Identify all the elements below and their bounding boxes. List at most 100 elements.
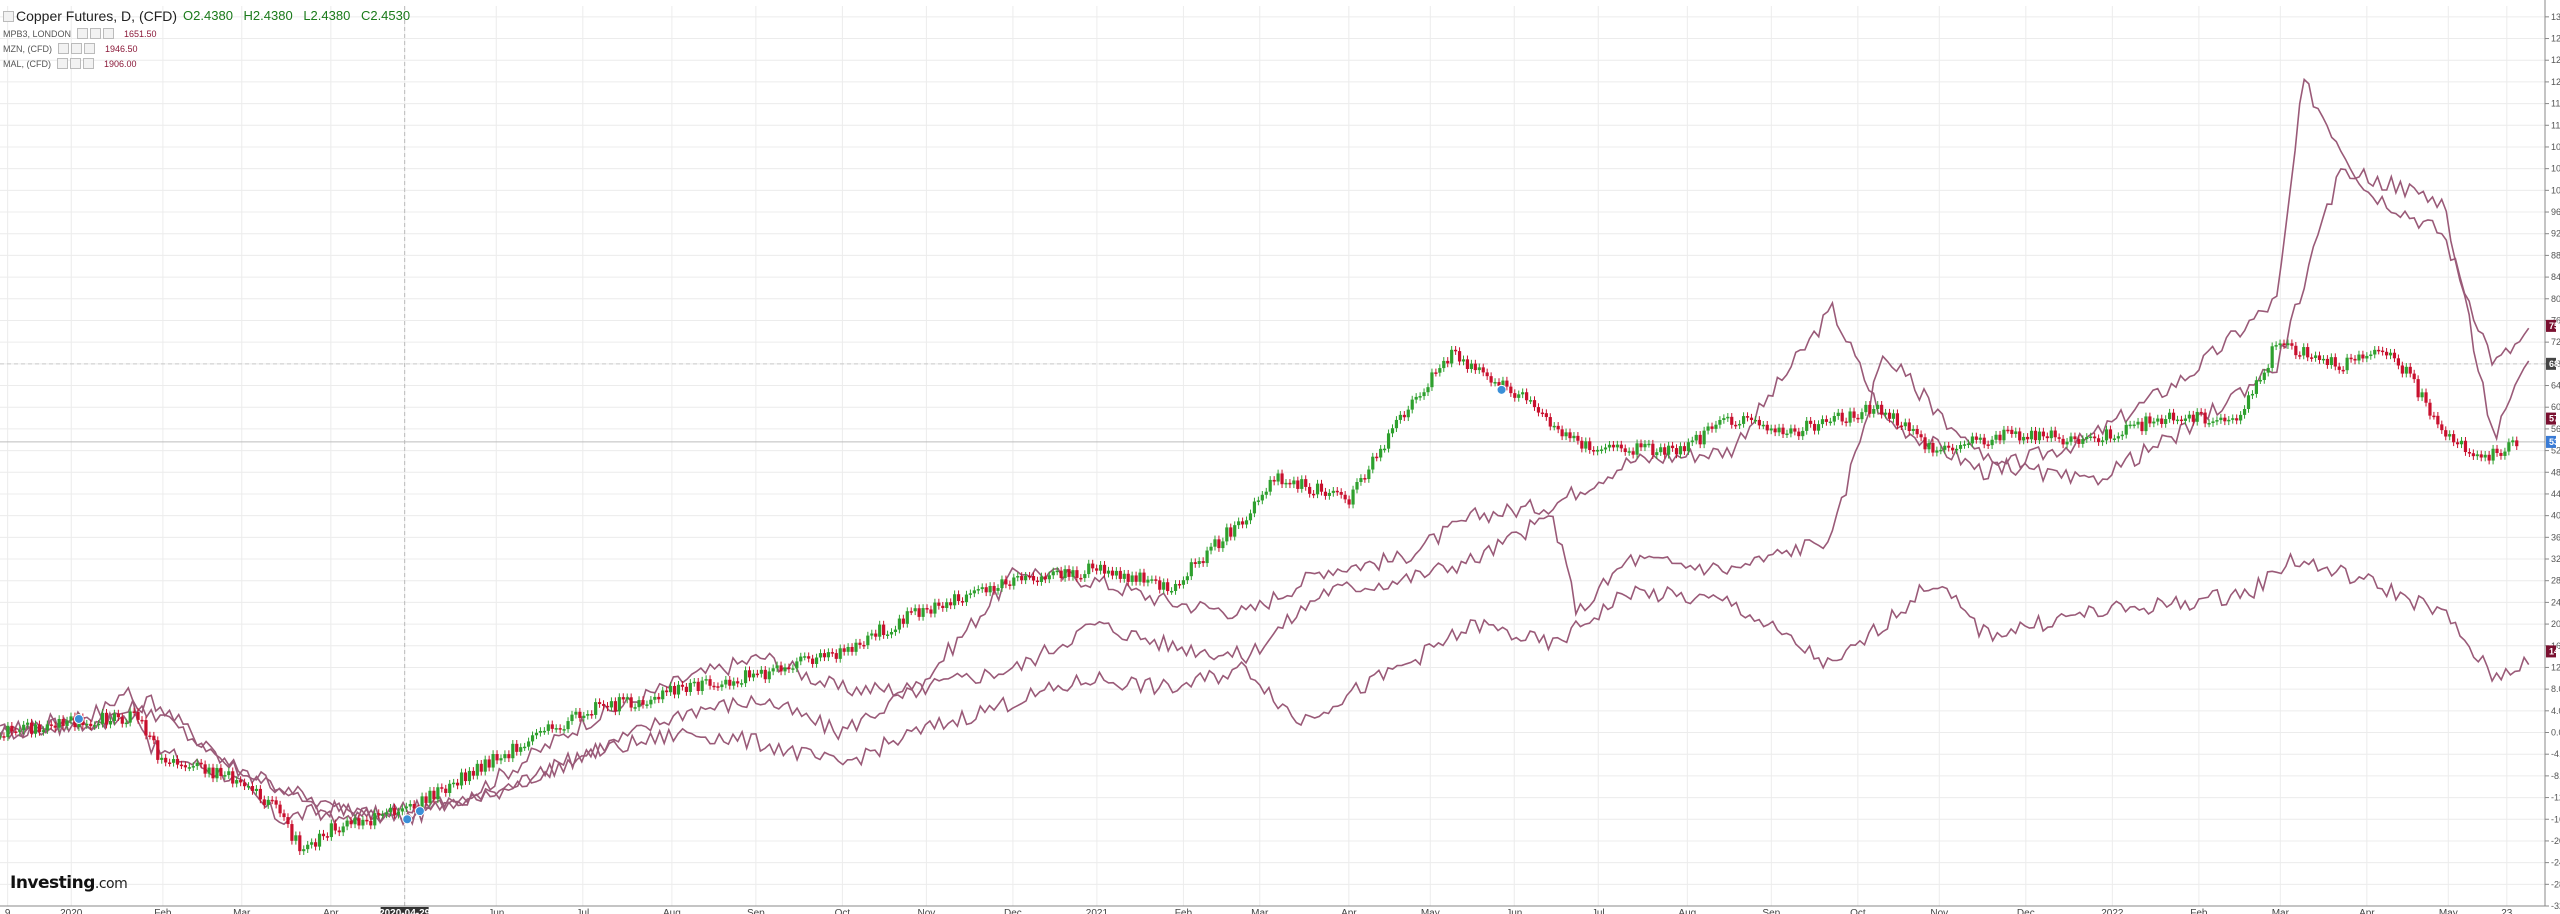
x-tick-label: Aug (1678, 908, 1696, 914)
y-tick-label: 32.00% (2551, 554, 2560, 564)
candle-body (1880, 404, 1884, 415)
candle-body (511, 743, 515, 759)
overlay-legend-row[interactable]: MZN, (CFD) 1946.50 (3, 41, 417, 56)
candle-body (2503, 451, 2507, 456)
collapse-icon[interactable] (3, 10, 14, 22)
candle-body (893, 629, 898, 633)
candle-body (1749, 417, 1754, 421)
candle-body (566, 721, 570, 730)
candle-body (1781, 427, 1785, 435)
candle-body (747, 670, 752, 678)
price-tag (2546, 435, 2556, 448)
candle-body (2089, 436, 2093, 439)
event-marker-icon[interactable] (414, 806, 425, 817)
x-tick-label: Jul (576, 908, 589, 914)
crosshair-date-badge (380, 907, 429, 914)
event-marker-icon[interactable] (73, 713, 84, 724)
x-tick-label: Apr (323, 908, 339, 914)
candle-body (1931, 443, 1935, 453)
candle-body (1469, 363, 1473, 369)
candle-body (558, 728, 562, 730)
visibility-icon[interactable] (58, 43, 69, 54)
overlay-legend-row[interactable]: MPB3, LONDON 1651.50 (3, 26, 417, 41)
candle-body (2384, 351, 2389, 356)
candle-body (759, 669, 763, 674)
candle-body (960, 601, 965, 603)
candle-body (432, 790, 436, 800)
x-tick-label: Mar (2272, 908, 2290, 914)
candle-body (45, 724, 49, 731)
candle-body (128, 711, 132, 723)
candle-body (850, 646, 854, 652)
main-series-legend[interactable]: Copper Futures, D, (CFD) O2.4380 H2.4380… (3, 6, 417, 26)
candle-body (1655, 452, 1659, 456)
candle-body (771, 668, 775, 672)
y-tick-label: -28.00% (2551, 879, 2560, 889)
candle-body (605, 705, 610, 708)
y-tick-label: 56.00% (2551, 424, 2560, 434)
candle-body (132, 711, 136, 713)
close-icon[interactable] (84, 43, 95, 54)
candle-body (838, 648, 842, 659)
event-marker-icon[interactable] (1496, 384, 1507, 395)
close-icon[interactable] (83, 58, 94, 69)
candle-body (53, 725, 57, 728)
y-tick-label: 44.00% (2551, 489, 2560, 499)
settings-icon[interactable] (90, 28, 102, 39)
candle-body (116, 713, 120, 718)
visibility-icon[interactable] (57, 58, 68, 69)
settings-icon[interactable] (70, 58, 81, 69)
candle-body (1154, 579, 1158, 581)
candle-body (2250, 393, 2255, 396)
candle-body (317, 833, 322, 847)
candle-body (1876, 404, 1880, 409)
settings-icon[interactable] (71, 43, 82, 54)
candle-body (2144, 416, 2148, 432)
investing-logo[interactable]: Investing.com (10, 873, 128, 893)
candle-body (1213, 539, 1217, 547)
y-tick-label: 20.00% (2551, 619, 2560, 629)
candle-body (294, 835, 298, 841)
candle-body (2361, 354, 2365, 359)
candle-body (680, 684, 685, 687)
candle-body (1024, 575, 1028, 581)
overlay-name: MAL, (CFD) (3, 58, 51, 69)
candle-body (1777, 427, 1781, 433)
candle-body (1603, 447, 1608, 450)
candle-body (2211, 421, 2215, 424)
candle-body (349, 820, 353, 825)
candle-body (179, 764, 184, 767)
candle-body (1710, 426, 1714, 429)
candle-body (266, 799, 270, 806)
candle-body (65, 720, 69, 726)
candle-body (692, 681, 696, 684)
candle-body (57, 719, 61, 728)
candle-body (2278, 343, 2282, 346)
visibility-icon[interactable] (77, 28, 89, 39)
candle-body (2239, 414, 2243, 421)
y-tick-label: 8.00% (2551, 684, 2560, 694)
candle-body (1418, 396, 1422, 398)
candle-body (1659, 447, 1663, 453)
candle-body (2156, 418, 2160, 422)
candle-body (444, 788, 448, 793)
candle-body (1402, 414, 1406, 418)
candle-body (814, 657, 819, 664)
overlay-legend-row[interactable]: MAL, (CFD) 1906.00 (3, 56, 417, 71)
close-icon[interactable] (103, 28, 115, 39)
candle-body (1296, 480, 1300, 489)
y-axis-panel[interactable] (2545, 0, 2560, 914)
candle-body (2515, 440, 2519, 447)
event-markers[interactable] (73, 384, 1507, 825)
x-tick-label: Apr (1341, 908, 1357, 914)
event-marker-icon[interactable] (402, 814, 413, 825)
candle-body (736, 681, 740, 684)
candle-body (1911, 428, 1915, 432)
candle-body (941, 605, 945, 609)
candle-body (2491, 448, 2495, 461)
candle-body (1383, 448, 1387, 451)
candle-body (175, 759, 180, 765)
candle-body (1339, 492, 1343, 495)
x-tick-label: 2020 (60, 908, 83, 914)
